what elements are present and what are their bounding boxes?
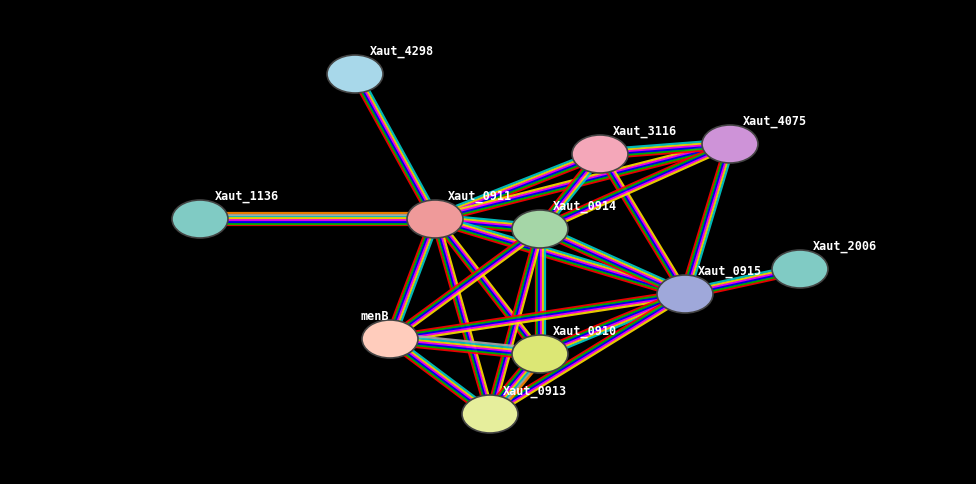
Text: Xaut_1136: Xaut_1136	[215, 190, 279, 203]
Ellipse shape	[172, 200, 228, 239]
Text: Xaut_0915: Xaut_0915	[698, 264, 762, 277]
Ellipse shape	[327, 56, 383, 94]
Ellipse shape	[462, 395, 518, 433]
Ellipse shape	[772, 251, 828, 288]
Ellipse shape	[572, 136, 628, 174]
Ellipse shape	[407, 200, 463, 239]
Ellipse shape	[362, 320, 418, 358]
Text: Xaut_0911: Xaut_0911	[448, 190, 512, 203]
Text: Xaut_3116: Xaut_3116	[613, 125, 677, 138]
Text: Xaut_0914: Xaut_0914	[553, 199, 617, 212]
Text: Xaut_4075: Xaut_4075	[743, 115, 807, 128]
Ellipse shape	[702, 126, 758, 164]
Text: Xaut_2006: Xaut_2006	[813, 240, 877, 253]
Ellipse shape	[512, 211, 568, 248]
Ellipse shape	[657, 275, 713, 313]
Ellipse shape	[512, 335, 568, 373]
Text: Xaut_0910: Xaut_0910	[553, 324, 617, 337]
Text: Xaut_4298: Xaut_4298	[370, 45, 434, 58]
Text: Xaut_0913: Xaut_0913	[503, 384, 567, 397]
Text: menB: menB	[360, 309, 388, 322]
